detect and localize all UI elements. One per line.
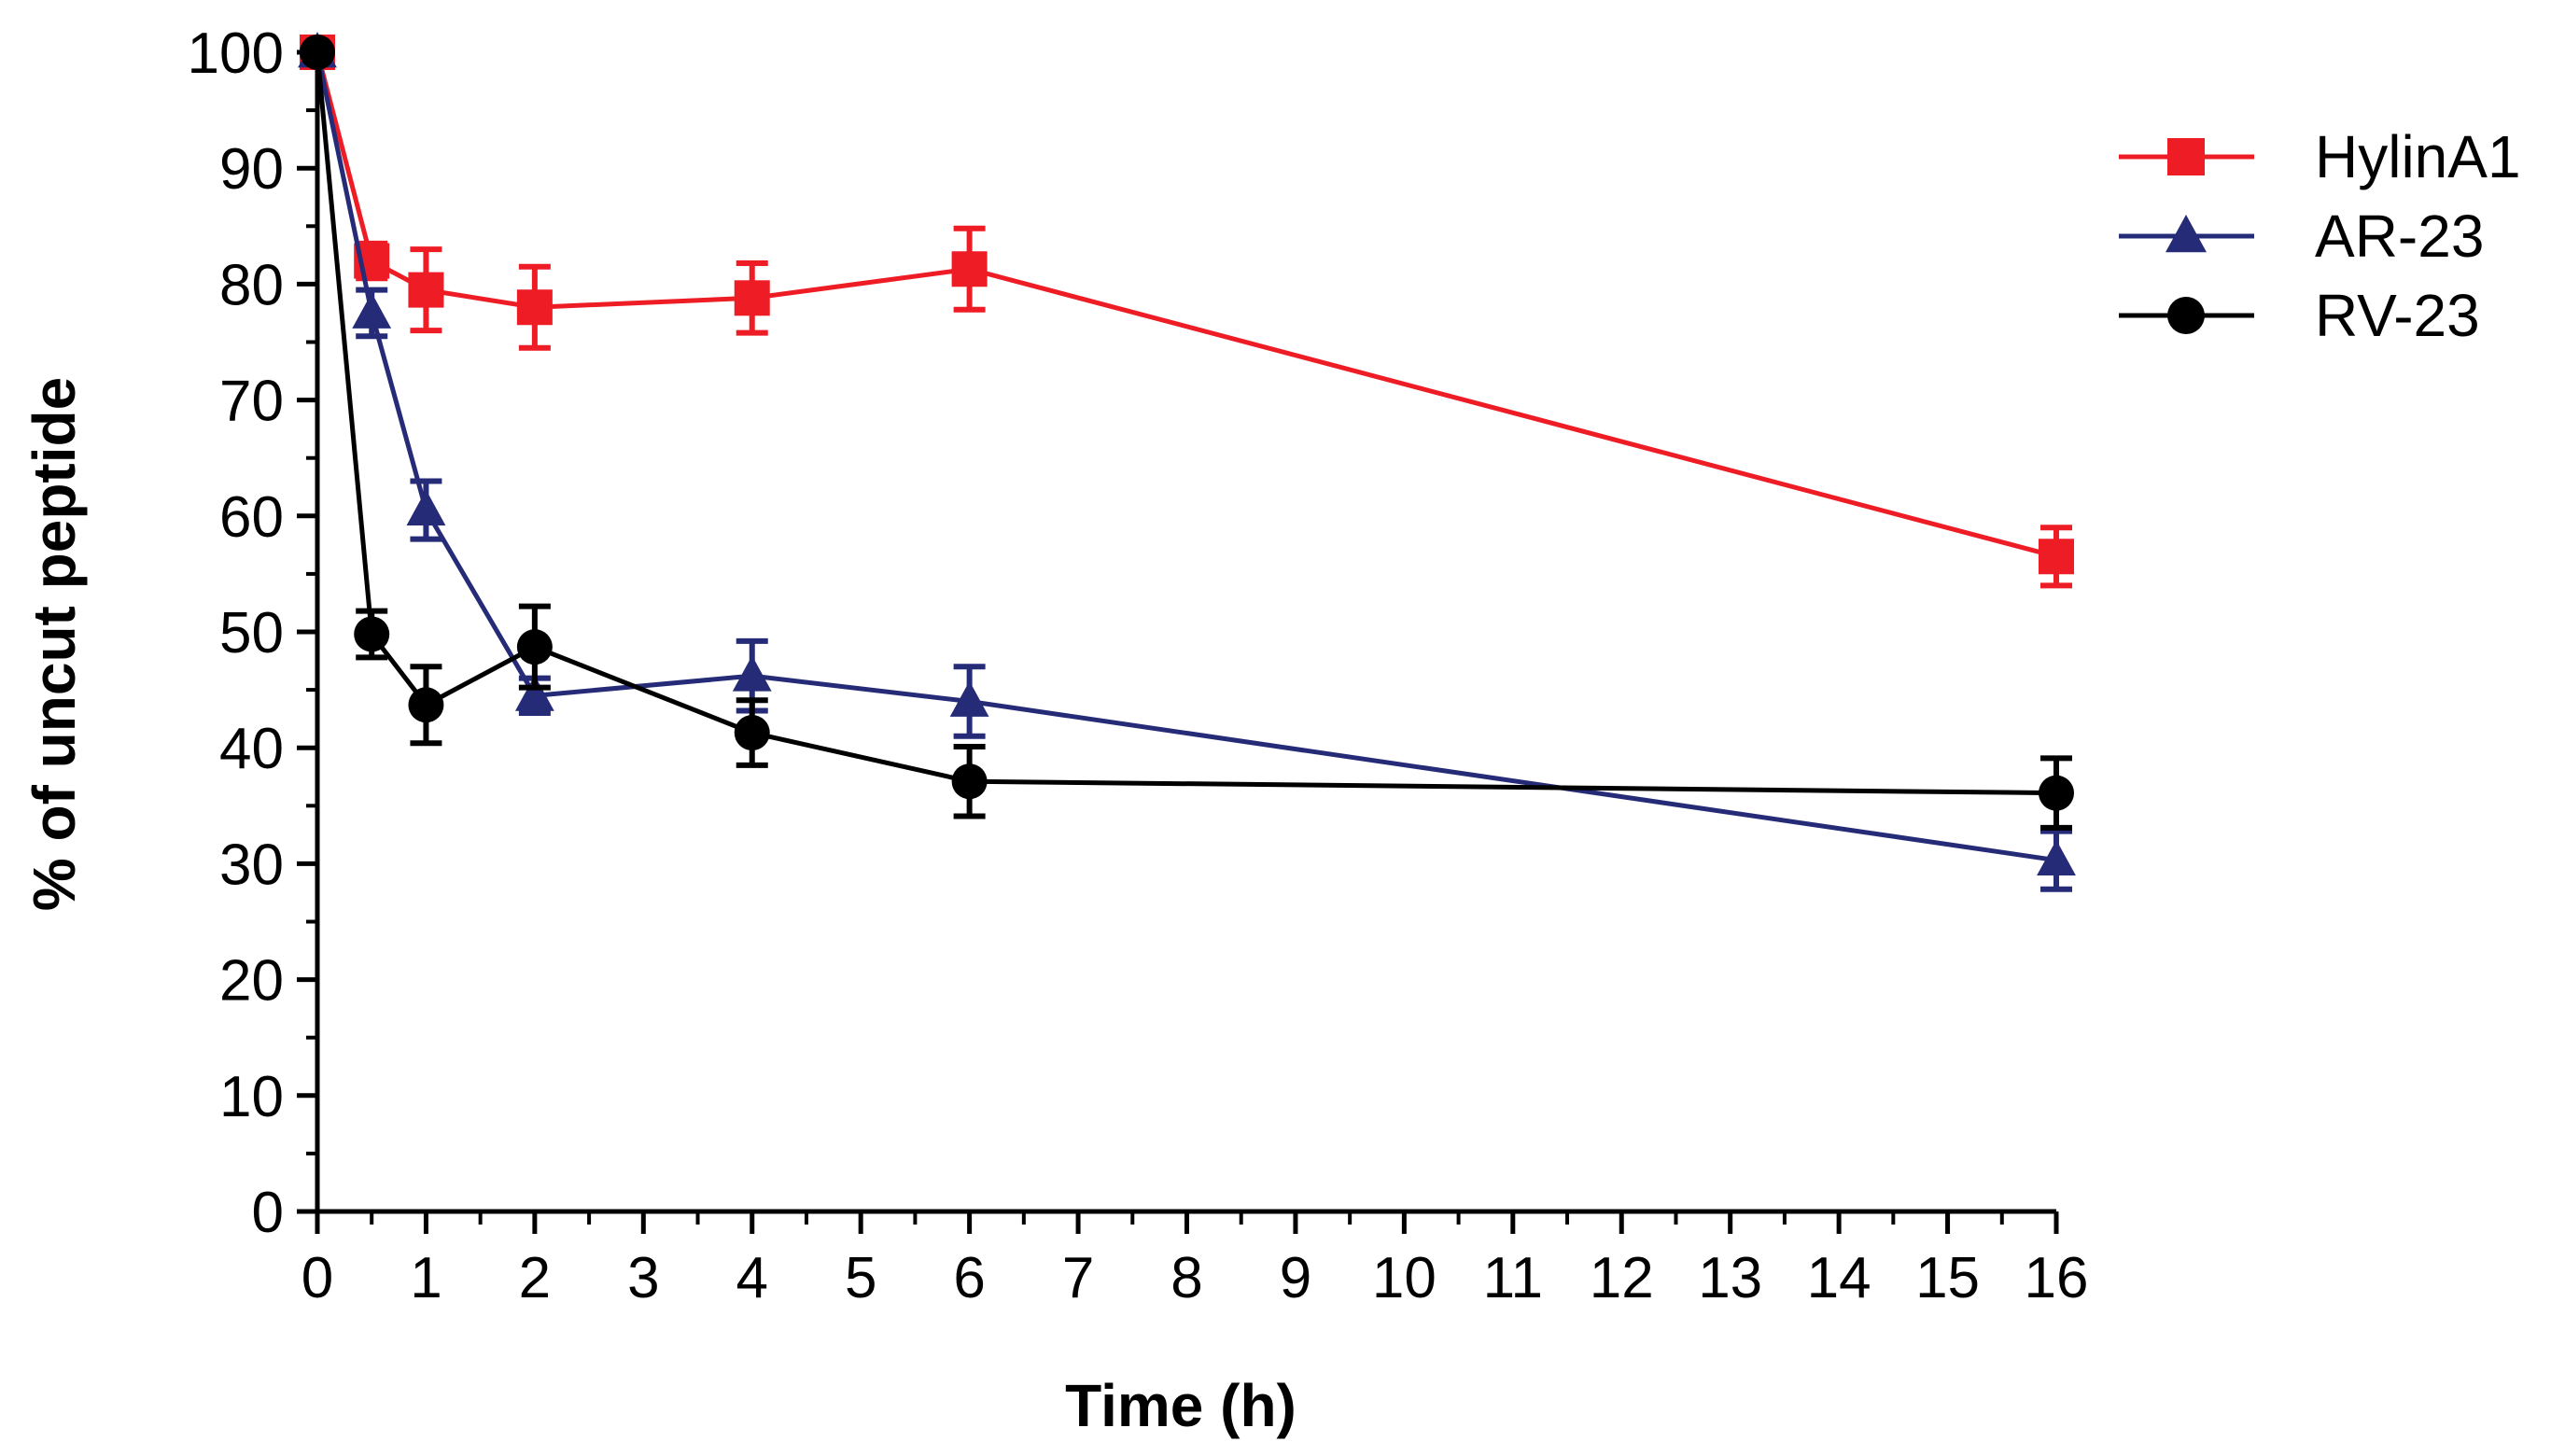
data-point: [406, 489, 446, 525]
y-tick-label: 10: [219, 1065, 284, 1129]
y-axis-title: % of uncut peptide: [21, 377, 88, 911]
x-tick-label: 13: [1698, 1246, 1762, 1310]
data-point: [300, 35, 335, 70]
x-tick-label: 5: [845, 1246, 876, 1310]
data-point: [354, 616, 390, 652]
y-tick-label: 30: [219, 833, 284, 897]
data-point: [2039, 539, 2074, 575]
series-AR-23: [298, 32, 2076, 892]
y-tick-label: 70: [219, 370, 284, 434]
data-point: [408, 687, 444, 723]
x-tick-label: 2: [519, 1246, 551, 1310]
x-tick-label: 15: [1915, 1246, 1980, 1310]
y-tick-label: 90: [219, 137, 284, 202]
x-tick-label: 8: [1170, 1246, 1202, 1310]
legend: HylinA1 AR-23 RV-23: [2119, 123, 2521, 349]
y-tick-label: 60: [219, 485, 284, 550]
y-tick-label: 50: [219, 601, 284, 665]
data-point: [951, 251, 988, 287]
x-tick-label: 3: [627, 1246, 659, 1310]
x-tick-label: 11: [1483, 1246, 1543, 1310]
series-RV-23: [300, 35, 2074, 831]
x-tick-label: 1: [410, 1246, 442, 1310]
legend-marker: [2167, 138, 2205, 175]
legend-marker: [2167, 297, 2205, 334]
data-point: [734, 280, 770, 316]
y-tick-label: 0: [252, 1181, 284, 1245]
data-point: [951, 763, 988, 800]
data-point: [734, 715, 770, 751]
x-tick-label: 6: [953, 1246, 985, 1310]
data-point: [2039, 775, 2074, 811]
legend-label: HylinA1: [2315, 123, 2521, 190]
data-point: [514, 675, 554, 711]
x-tick-label: 4: [736, 1246, 768, 1310]
x-tick-label: 14: [1807, 1246, 1871, 1310]
data-point: [516, 289, 553, 326]
legend-label: RV-23: [2315, 282, 2480, 349]
x-tick-label: 0: [301, 1246, 333, 1310]
series-line: [315, 51, 2057, 863]
data-point: [408, 272, 444, 308]
x-tick-label: 10: [1372, 1246, 1437, 1310]
x-tick-label: 9: [1280, 1246, 1311, 1310]
data-point: [949, 680, 989, 717]
y-tick-label: 80: [219, 253, 284, 317]
series-line: [315, 51, 2057, 559]
data-point: [352, 292, 392, 329]
series-layer: [298, 32, 2076, 892]
y-tick-label: 100: [188, 21, 284, 86]
x-axis-title: Time (h): [1065, 1372, 1297, 1439]
x-tick-label: 7: [1062, 1246, 1094, 1310]
y-tick-label: 40: [219, 717, 284, 781]
legend-marker: [2166, 215, 2207, 253]
data-point: [2037, 839, 2076, 876]
x-tick-label: 12: [1590, 1246, 1654, 1310]
y-tick-label: 20: [219, 949, 284, 1014]
x-tick-label: 16: [2025, 1246, 2089, 1310]
series-line: [315, 51, 2057, 796]
series-HylinA1: [300, 35, 2074, 589]
data-point: [516, 629, 553, 665]
data-point: [732, 655, 772, 692]
legend-label: AR-23: [2315, 203, 2484, 270]
